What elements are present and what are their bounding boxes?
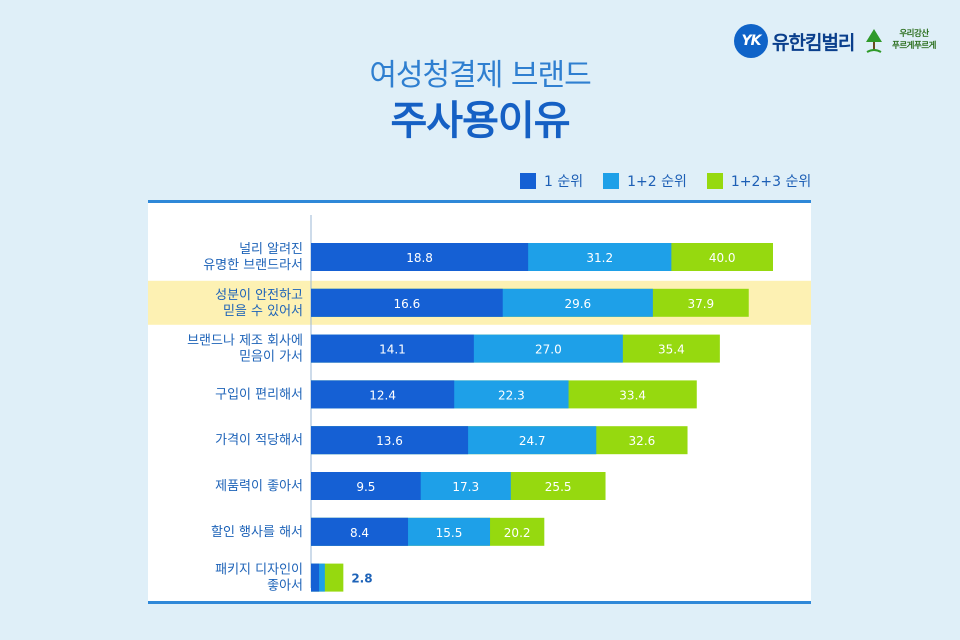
legend-swatch-rank12 xyxy=(603,173,620,189)
logo-slogan: 우리강산 푸르게푸르게 xyxy=(884,28,944,52)
legend-swatch-rank1 xyxy=(520,173,536,189)
data-label-rank1: 16.6 xyxy=(394,297,421,311)
data-label-rank12: 15.5 xyxy=(436,526,463,540)
data-label-rank123: 35.4 xyxy=(658,343,685,357)
legend-label-rank1: 1 순위 xyxy=(544,174,584,190)
chart-panel: 널리 알려진 유명한 브랜드라서 18.8 31.2 40.0 성분이 안전하고 믿을 수 … xyxy=(148,200,811,604)
data-label-rank12: 24.7 xyxy=(519,434,546,448)
data-label-rank123: 20.2 xyxy=(504,526,531,540)
data-label-rank1: 8.4 xyxy=(350,526,369,540)
bar-rank1 xyxy=(311,243,529,271)
data-label-rank123: 2.8 xyxy=(351,572,372,586)
category-label-line: 유명한 브랜드라서 xyxy=(203,258,303,273)
data-label-rank1: 9.5 xyxy=(356,480,375,494)
data-label-rank123: 25.5 xyxy=(545,480,572,494)
data-label-rank12: 27.0 xyxy=(535,343,562,357)
data-label-rank12: 29.6 xyxy=(564,297,591,311)
bar-rank1 xyxy=(311,380,455,409)
category-label: 브랜드나 제조 회사에 믿음이 가서 xyxy=(187,334,303,365)
data-label-rank12: 22.3 xyxy=(498,388,525,402)
data-label-rank12: 17.3 xyxy=(452,480,479,494)
data-label-rank12: 31.2 xyxy=(586,251,613,265)
bar-rank1 xyxy=(311,288,503,317)
bar-rank1 xyxy=(311,517,409,546)
bar-rank1 xyxy=(311,426,469,455)
chart-title-line1: 여성청결제 브랜드 xyxy=(369,58,591,93)
category-label-line: 브랜드나 제조 회사에 xyxy=(187,334,303,349)
data-label-rank123: 32.6 xyxy=(629,434,656,448)
data-label-rank1: 18.8 xyxy=(406,251,433,265)
category-label-line: 성분이 안전하고 xyxy=(215,288,303,303)
legend-swatch-rank123 xyxy=(706,173,723,189)
logo-slogan-line2: 푸르게푸르게 xyxy=(892,41,936,51)
category-label-line: 구입이 편리해서 xyxy=(215,387,303,402)
category-label: 성분이 안전하고 믿을 수 있어서 xyxy=(215,288,303,319)
data-label-rank1: 13.6 xyxy=(376,434,403,448)
category-label: 구입이 편리해서 xyxy=(215,387,303,402)
bar-rank1 xyxy=(311,334,474,363)
category-label: 널리 알려진 유명한 브랜드라서 xyxy=(203,242,303,273)
legend-label-rank12: 1+2 순위 xyxy=(627,174,687,190)
bar-rank1 xyxy=(311,472,421,500)
logo-mark: YK xyxy=(734,24,768,58)
legend-item-rank1: 1 순위 xyxy=(520,171,583,191)
category-label-line: 패키지 디자인이 xyxy=(215,563,303,578)
data-label-rank123: 37.9 xyxy=(687,297,714,311)
category-label: 패키지 디자인이 좋아서 xyxy=(215,563,303,594)
data-label-rank1: 12.4 xyxy=(369,388,396,402)
category-label-line: 믿을 수 있어서 xyxy=(223,304,303,319)
tree-icon xyxy=(866,29,882,53)
chart-title-line2: 주사용이유 xyxy=(390,98,571,144)
category-label-line: 제품력이 좋아서 xyxy=(215,479,303,494)
company-logo: YK 유한킴벌리 우리강산 푸르게푸르게 xyxy=(734,22,944,62)
data-label-rank123: 40.0 xyxy=(709,251,736,265)
data-label-rank123: 33.4 xyxy=(619,388,646,402)
legend-item-rank123: 1+2+3 순위 xyxy=(706,171,812,191)
data-label-rank1: 14.1 xyxy=(379,343,406,357)
category-label: 가격이 적당해서 xyxy=(215,433,303,448)
category-label: 제품력이 좋아서 xyxy=(215,479,303,494)
bar-rank1 xyxy=(311,563,320,592)
chart-legend: 1 순위 1+2 순위 1+2+3 순위 xyxy=(520,171,831,191)
category-label-line: 널리 알려진 xyxy=(239,242,303,257)
bar-chart: 널리 알려진 유명한 브랜드라서 18.8 31.2 40.0 성분이 안전하고 믿을 수 … xyxy=(148,215,811,594)
legend-label-rank123: 1+2+3 순위 xyxy=(730,174,812,190)
logo-brand-name: 유한킴벌리 xyxy=(772,32,855,54)
category-label-line: 믿음이 가서 xyxy=(239,350,303,365)
logo-slogan-line1: 우리강산 xyxy=(899,29,929,39)
category-label-line: 좋아서 xyxy=(267,579,303,594)
category-label-line: 가격이 적당해서 xyxy=(215,433,303,448)
legend-item-rank12: 1+2 순위 xyxy=(603,171,687,191)
category-label: 할인 행사를 해서 xyxy=(211,524,303,540)
category-label-line: 할인 행사를 해서 xyxy=(211,524,303,540)
